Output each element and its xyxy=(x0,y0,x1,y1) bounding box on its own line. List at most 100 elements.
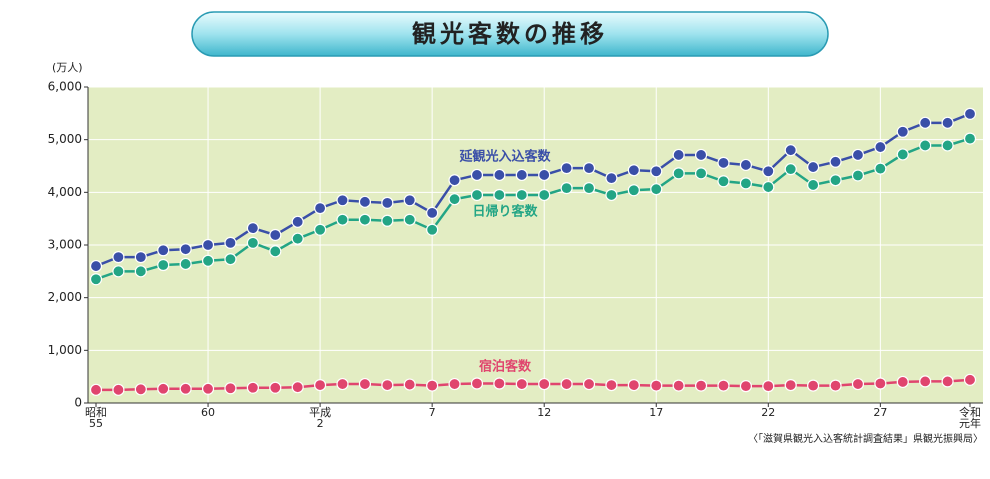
point xyxy=(739,177,752,190)
point xyxy=(694,379,708,392)
point xyxy=(919,116,932,129)
chart-title: 観光客数の推移 xyxy=(412,20,608,48)
point xyxy=(538,377,551,391)
point xyxy=(717,175,730,188)
point xyxy=(874,162,887,175)
series-line xyxy=(95,112,971,268)
point xyxy=(941,116,954,129)
point xyxy=(874,140,887,154)
point xyxy=(515,377,528,391)
point xyxy=(896,375,909,389)
x-tick-label: 令和 元年 xyxy=(959,406,981,430)
series-label: 宿泊客数 xyxy=(479,359,532,375)
point xyxy=(605,188,618,202)
point xyxy=(426,223,439,236)
x-tick-label: 27 xyxy=(873,406,888,419)
point xyxy=(941,375,954,388)
point xyxy=(314,223,327,236)
series-line xyxy=(96,378,971,392)
x-tick-label: 7 xyxy=(428,406,436,419)
point xyxy=(403,213,416,226)
point xyxy=(694,148,708,162)
point xyxy=(963,107,977,120)
title-banner xyxy=(191,11,829,57)
point xyxy=(963,373,977,386)
point xyxy=(739,380,752,393)
point xyxy=(224,236,237,249)
point xyxy=(381,214,394,227)
point xyxy=(470,168,484,182)
series-label: 延観光入込客数 xyxy=(458,149,551,165)
point xyxy=(314,202,327,215)
point xyxy=(605,378,618,392)
point xyxy=(829,174,842,187)
point xyxy=(784,144,797,157)
point xyxy=(269,381,282,394)
point xyxy=(627,378,640,392)
y-tick-label: 3,000 xyxy=(48,238,82,252)
point xyxy=(650,379,663,392)
point xyxy=(650,165,663,178)
point xyxy=(291,215,304,228)
point xyxy=(515,168,528,182)
point xyxy=(157,244,170,257)
point xyxy=(246,222,259,235)
point xyxy=(336,213,349,226)
point xyxy=(538,188,551,202)
point xyxy=(493,168,506,182)
point xyxy=(89,383,103,396)
point xyxy=(784,163,797,176)
point xyxy=(762,180,775,194)
x-tick-label: 昭和 55 xyxy=(85,406,107,430)
point xyxy=(112,265,125,278)
y-tick-label: 2,000 xyxy=(48,290,82,304)
point xyxy=(470,188,484,202)
point xyxy=(448,174,461,187)
point xyxy=(134,265,147,278)
point xyxy=(358,213,372,226)
point xyxy=(807,178,820,192)
y-tick-label: 5,000 xyxy=(48,132,82,146)
point xyxy=(829,379,842,392)
point xyxy=(919,139,932,152)
point xyxy=(112,251,125,264)
point xyxy=(851,377,865,391)
point xyxy=(941,139,954,152)
point xyxy=(224,253,237,266)
point xyxy=(963,132,977,145)
point xyxy=(112,383,125,396)
x-tick-label: 平成 2 xyxy=(309,406,332,430)
point xyxy=(582,377,596,391)
point xyxy=(919,375,932,388)
point xyxy=(470,377,484,390)
point xyxy=(426,379,439,392)
point xyxy=(314,378,327,392)
point xyxy=(89,273,103,286)
point xyxy=(269,228,282,242)
point xyxy=(157,258,170,272)
point xyxy=(560,162,573,175)
point xyxy=(89,259,103,273)
point xyxy=(269,245,282,258)
y-tick-label: 0 xyxy=(74,396,82,410)
point xyxy=(179,257,192,271)
point xyxy=(672,379,685,392)
point xyxy=(739,158,752,172)
point xyxy=(582,182,596,195)
point xyxy=(403,378,416,391)
point xyxy=(560,377,573,391)
x-tick-label: 12 xyxy=(537,406,552,419)
y-tick-label: 1,000 xyxy=(48,343,82,357)
point xyxy=(201,254,215,267)
x-tick-label: 17 xyxy=(649,406,664,419)
point xyxy=(807,379,820,392)
point xyxy=(224,382,237,395)
point xyxy=(717,156,730,169)
point xyxy=(560,182,573,195)
point xyxy=(694,167,708,180)
point xyxy=(627,164,640,177)
point xyxy=(246,236,259,249)
series-line xyxy=(95,137,971,281)
